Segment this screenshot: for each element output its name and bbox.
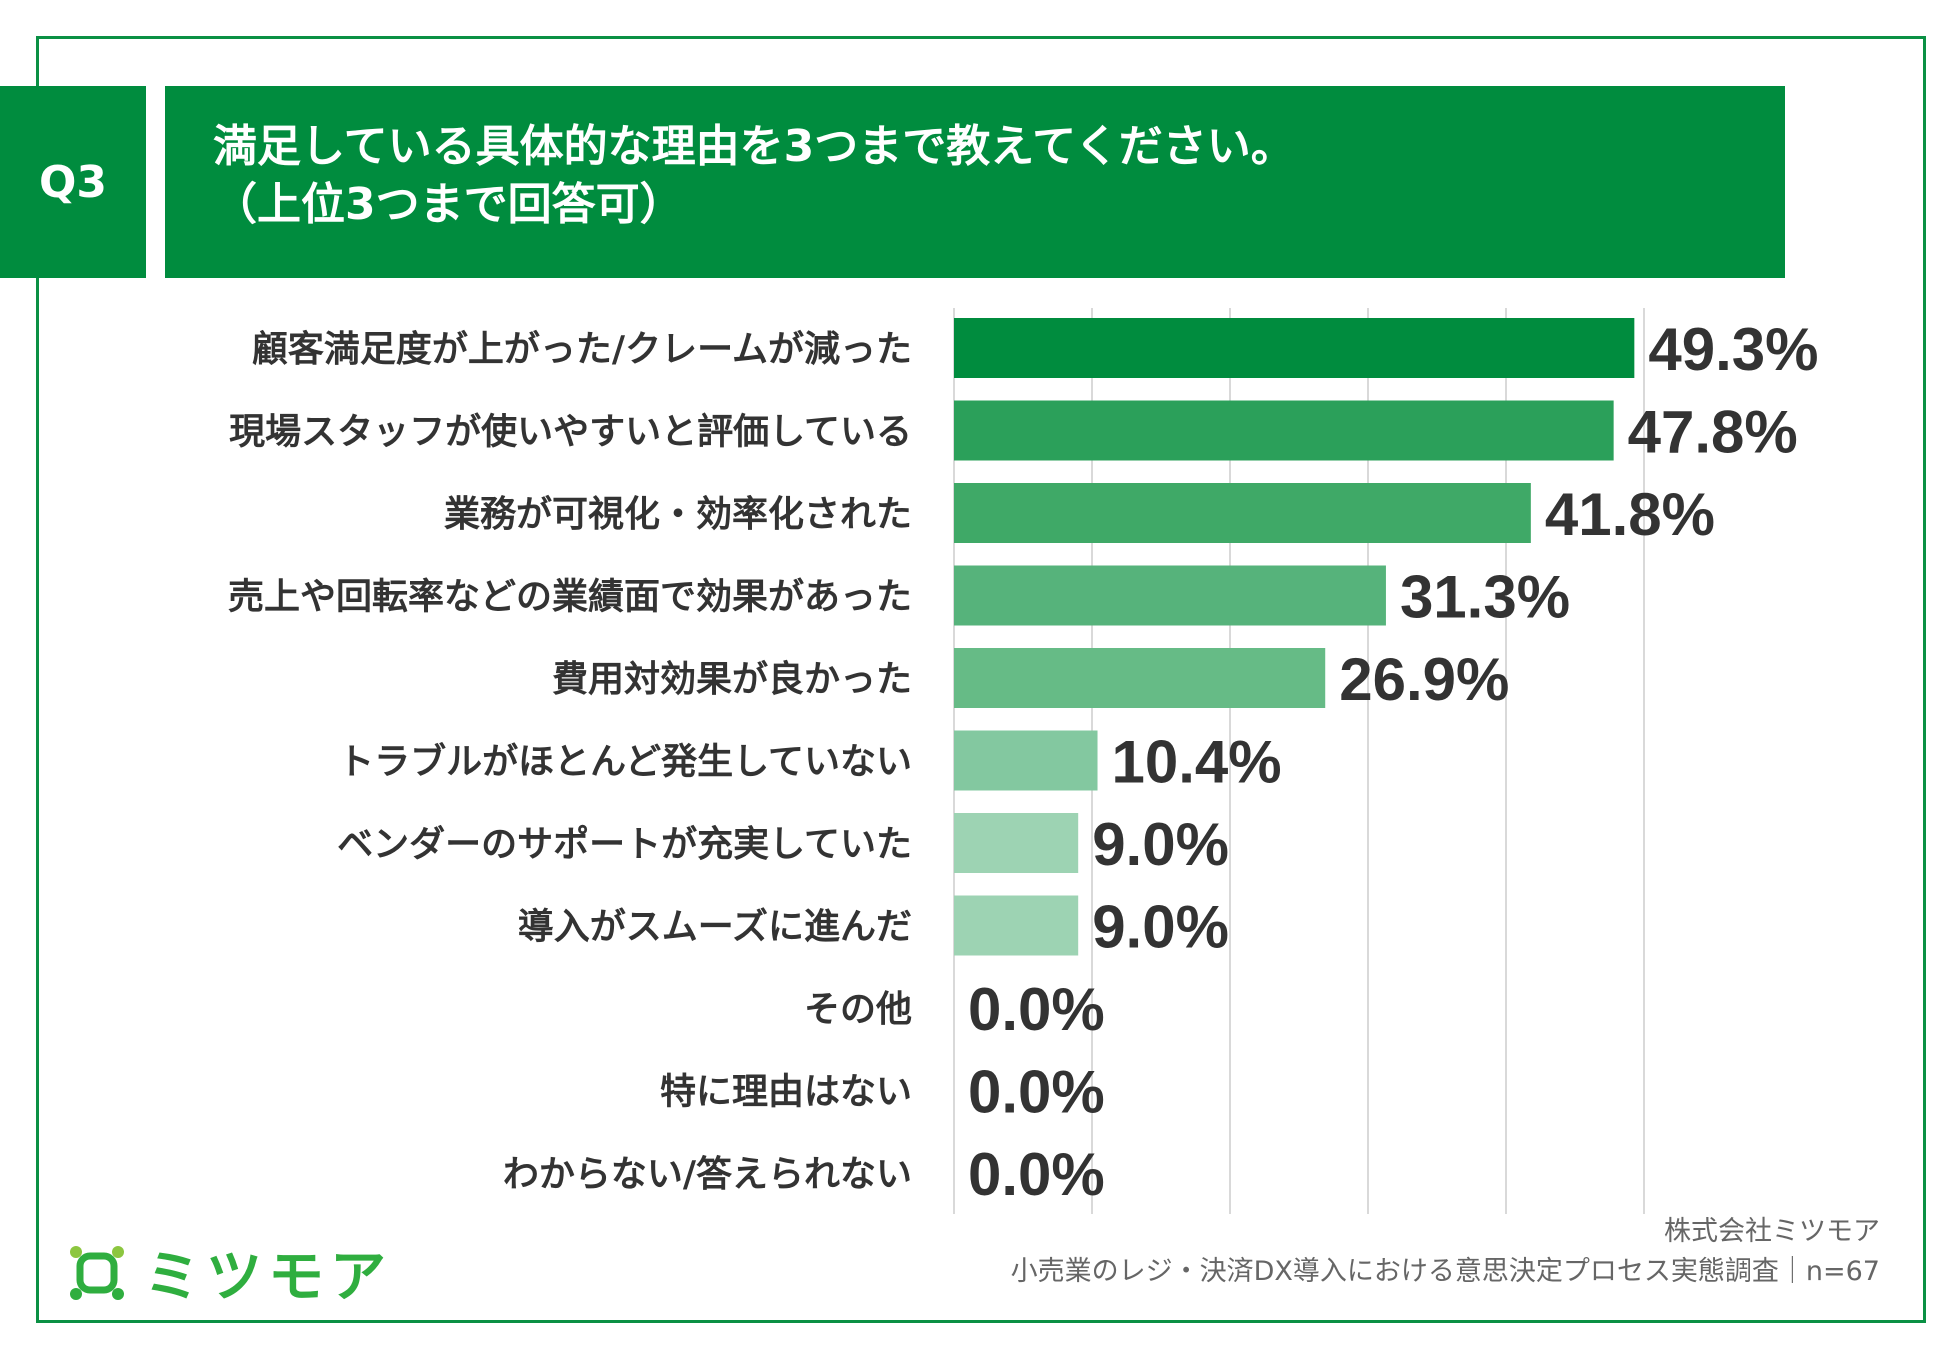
bar (954, 565, 1386, 626)
value-label: 9.0% (1092, 811, 1229, 878)
value-label: 9.0% (1092, 894, 1229, 961)
category-label: 導入がスムーズに進んだ (518, 906, 912, 948)
category-label: 特に理由はない (660, 1072, 912, 1113)
credit-survey: 小売業のレジ・決済DX導入における意思決定プロセス実態調査｜n=67 (1010, 1256, 1880, 1287)
bar (954, 648, 1326, 708)
value-label: 10.4% (1112, 729, 1282, 796)
value-label: 41.8% (1545, 481, 1715, 548)
mitsumore-logo-icon (70, 1245, 124, 1300)
category-labels: 顧客満足度が上がった/クレームが減った現場スタッフが使いやすいと評価している業務… (228, 329, 912, 1195)
question-header: 満足している具体的な理由を3つまで教えてください。 （上位3つまで回答可） (165, 86, 1785, 278)
value-labels: 49.3% 47.8% 41.8% 31.3% 26.9% 10.4% 9.0% 9.0% 0.… (968, 316, 1818, 1208)
credit: 株式会社ミツモア 小売業のレジ・決済DX導入における意思決定プロセス実態調査｜n… (1011, 1212, 1880, 1292)
value-label: 31.3% (1400, 564, 1570, 631)
value-label: 0.0% (968, 976, 1105, 1043)
value-label: 26.9% (1339, 646, 1509, 713)
bar (954, 895, 1079, 956)
category-label: その他 (804, 989, 912, 1030)
value-label: 49.3% (1648, 316, 1818, 383)
category-label: 売上や回転率などの業績面で効果があった (228, 577, 912, 618)
question-title: 満足している具体的な理由を3つまで教えてください。 (213, 121, 1295, 172)
category-label: 現場スタッフが使いやすいと評価している (229, 412, 912, 453)
value-label: 0.0% (968, 1141, 1105, 1208)
question-note: （上位3つまで回答可） (213, 179, 684, 230)
bar (954, 813, 1079, 873)
category-label: 顧客満足度が上がった/クレームが減った (252, 329, 912, 370)
bar (954, 400, 1614, 461)
bar (954, 483, 1531, 543)
logo: ミツモア (66, 1232, 392, 1313)
bar (954, 730, 1098, 791)
bar (954, 318, 1635, 378)
category-label: トラブルがほとんど発生していない (338, 741, 912, 783)
question-tag: Q3 (0, 86, 146, 278)
logo-text: ミツモア (144, 1245, 392, 1310)
bars (954, 318, 1635, 956)
category-label: わからない/答えられない (503, 1154, 912, 1195)
value-label: 47.8% (1628, 399, 1798, 466)
category-label: 費用対効果が良かった (552, 659, 912, 700)
category-label: ベンダーのサポートが充実していた (337, 823, 912, 865)
value-label: 0.0% (968, 1059, 1105, 1126)
category-label: 業務が可視化・効率化された (444, 494, 912, 535)
outer-frame (36, 36, 1926, 1323)
credit-company: 株式会社ミツモア (1664, 1216, 1880, 1247)
